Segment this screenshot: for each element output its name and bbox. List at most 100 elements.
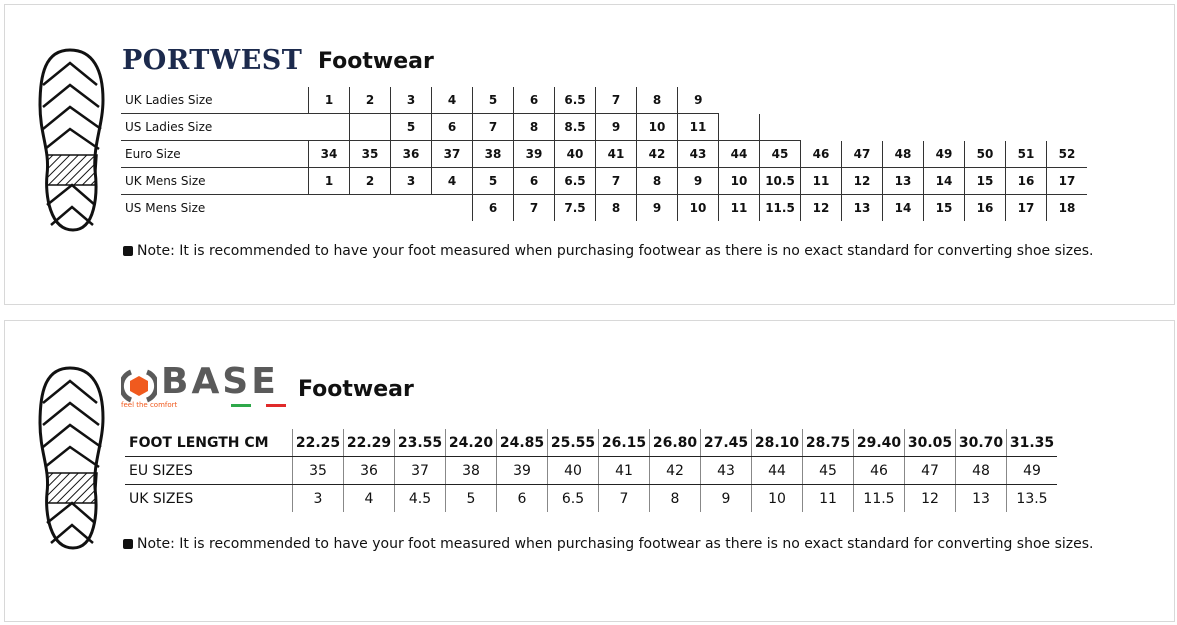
size-cell: 13 <box>955 484 1007 512</box>
size-cell: 11.5 <box>759 194 801 221</box>
size-cell: 43 <box>677 140 719 168</box>
size-cell: 10 <box>718 167 760 195</box>
size-cell: 11.5 <box>853 484 905 512</box>
size-cell: 37 <box>431 140 473 168</box>
size-cell: 13 <box>882 167 924 195</box>
size-cell: 37 <box>394 456 446 485</box>
size-cell: 48 <box>955 456 1007 485</box>
shoe-sole-icon <box>38 366 105 550</box>
size-cell: 13.5 <box>1006 484 1057 512</box>
size-cell: 51 <box>1005 140 1047 168</box>
size-cell: 8 <box>513 113 555 141</box>
size-cell: 24.20 <box>445 429 497 457</box>
table-row: US Ladies Size 5 6 7 8 8.5 9 10 11 <box>121 113 1087 141</box>
row-label: Euro Size <box>121 140 309 168</box>
size-cell: 9 <box>677 87 719 114</box>
size-cell: 4 <box>431 167 473 195</box>
size-cell: 7.5 <box>554 194 596 221</box>
size-cell: 30.70 <box>955 429 1007 457</box>
size-cell: 3 <box>390 167 432 195</box>
size-cell: 36 <box>343 456 395 485</box>
size-cell: 12 <box>800 194 842 221</box>
size-cell <box>391 195 432 222</box>
size-cell: 48 <box>882 140 924 168</box>
size-cell: 34 <box>308 140 350 168</box>
size-cell: 2 <box>349 167 391 195</box>
size-cell: 8 <box>649 484 701 512</box>
size-cell: 26.80 <box>649 429 701 457</box>
size-cell <box>759 113 801 141</box>
size-cell: 7 <box>595 167 637 195</box>
table-row: UK Mens Size 1 2 3 4 5 6 6.5 7 8 9 10 10.5 11 12 13 14 15… <box>121 167 1087 195</box>
size-cell <box>308 113 350 141</box>
size-cell: 38 <box>445 456 497 485</box>
size-cell: 35 <box>349 140 391 168</box>
size-cell: 47 <box>904 456 956 485</box>
size-cell: 26.15 <box>598 429 650 457</box>
size-cell: 43 <box>700 456 752 485</box>
size-cell: 13 <box>841 194 883 221</box>
size-cell: 8 <box>636 167 678 195</box>
size-cell: 9 <box>636 194 678 221</box>
row-label: UK Ladies Size <box>121 87 309 114</box>
size-cell: 27.45 <box>700 429 752 457</box>
size-cell: 38 <box>472 140 514 168</box>
size-cell: 30.05 <box>904 429 956 457</box>
size-cell: 7 <box>598 484 650 512</box>
size-cell: 8 <box>595 194 637 221</box>
size-cell: 3 <box>292 484 344 512</box>
table-row: UK SIZES 3 4 4.5 5 6 6.5 7 8 9 10 11 11.5 12 13 13.5 <box>125 484 1057 512</box>
size-cell: 41 <box>598 456 650 485</box>
size-cell <box>350 195 391 222</box>
size-cell: 28.10 <box>751 429 803 457</box>
size-cell: 15 <box>923 194 965 221</box>
size-cell: 24.85 <box>496 429 548 457</box>
size-cell: 46 <box>853 456 905 485</box>
size-cell: 7 <box>472 113 514 141</box>
size-cell: 39 <box>496 456 548 485</box>
size-cell: 8.5 <box>554 113 596 141</box>
size-cell: 28.75 <box>802 429 854 457</box>
size-cell: 11 <box>718 194 760 221</box>
portwest-size-chart: PORTWEST Footwear UK Ladies Size 1 2 3 4 5 6 6.… <box>4 4 1175 305</box>
section-title: Footwear <box>298 377 414 402</box>
size-cell: 11 <box>800 167 842 195</box>
size-cell: 6 <box>472 194 514 221</box>
shoe-sole-icon <box>38 48 105 232</box>
row-label: UK SIZES <box>129 490 194 507</box>
size-cell: 45 <box>759 140 801 168</box>
size-cell: 16 <box>1005 167 1047 195</box>
size-cell: 14 <box>923 167 965 195</box>
size-cell: 5 <box>445 484 497 512</box>
size-cell: 45 <box>802 456 854 485</box>
size-cell: 23.55 <box>394 429 446 457</box>
size-cell: 49 <box>923 140 965 168</box>
size-cell: 5 <box>390 113 432 141</box>
row-label: UK Mens Size <box>121 167 309 195</box>
table-row: Euro Size 34 35 36 37 38 39 40 41 42 43 44 45 46 47 48 4… <box>121 140 1087 168</box>
note: Note: It is recommended to have your foo… <box>123 536 1093 552</box>
size-cell: 35 <box>292 456 344 485</box>
size-cell: 11 <box>802 484 854 512</box>
size-cell: 42 <box>636 140 678 168</box>
size-cell: 6 <box>496 484 548 512</box>
size-cell: 10.5 <box>759 167 801 195</box>
size-cell: 5 <box>472 87 514 114</box>
table-row: FOOT LENGTH CM 22.25 22.29 23.55 24.20 24.85 2… <box>125 429 1057 457</box>
row-label: EU SIZES <box>125 456 293 485</box>
base-size-chart: BASE feel the comfort Footwear FOOT LENG… <box>4 320 1175 622</box>
size-cell: 6.5 <box>554 87 596 114</box>
size-cell: 22.25 <box>292 429 344 457</box>
size-cell: 6.5 <box>554 167 596 195</box>
size-cell: 22.29 <box>343 429 395 457</box>
size-cell: 10 <box>751 484 803 512</box>
size-cell: 4 <box>343 484 395 512</box>
table-row: EU SIZES 35 36 37 38 39 40 41 42 43 44 45 46 47 48 49 <box>125 456 1057 485</box>
row-label: FOOT LENGTH CM <box>125 429 293 457</box>
size-cell: 7 <box>595 87 637 114</box>
size-cell: 6 <box>513 87 555 114</box>
size-cell: 44 <box>751 456 803 485</box>
size-cell: 17 <box>1005 194 1047 221</box>
size-cell: 4 <box>431 87 473 114</box>
size-cell: 12 <box>904 484 956 512</box>
